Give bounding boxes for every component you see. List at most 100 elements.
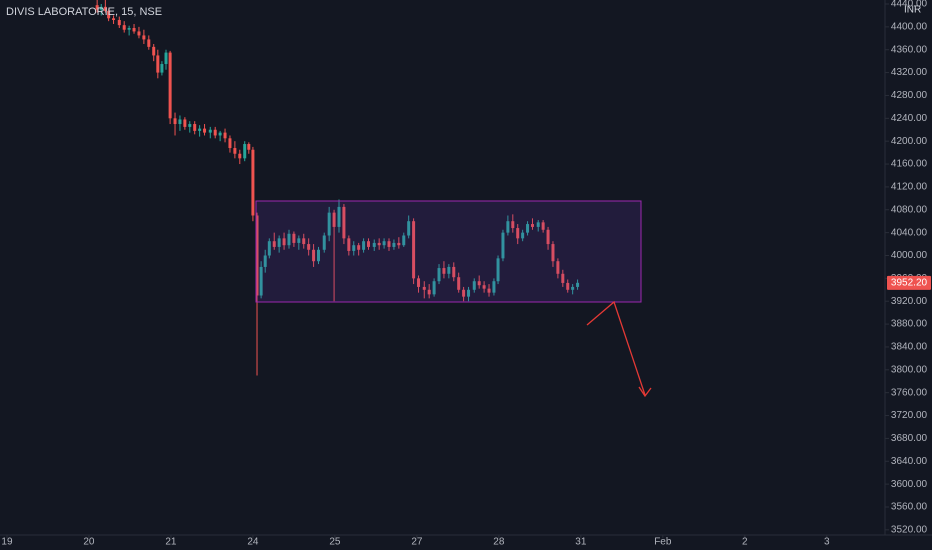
candle-body [536, 222, 540, 227]
y-tick-label: 4360.00 [891, 44, 928, 55]
candle-body [272, 241, 276, 247]
candle-body [292, 233, 296, 243]
y-tick-label: 4000.00 [891, 250, 928, 261]
candle-body [233, 148, 237, 154]
candle-body [457, 277, 461, 290]
candle-body [462, 289, 466, 297]
projection-arrow [586, 300, 646, 396]
last-price-marker [887, 275, 931, 290]
candle-body [427, 289, 431, 295]
candle-body [417, 278, 421, 287]
y-tick-label: 4080.00 [891, 204, 928, 215]
y-tick-label: 4200.00 [891, 136, 928, 147]
candle-body [347, 238, 351, 251]
candle-body [561, 273, 565, 283]
candle-body [472, 281, 476, 290]
y-tick-label: 3520.00 [891, 524, 928, 535]
candle-body [228, 138, 232, 149]
candle-body [452, 266, 456, 278]
candle-body [372, 242, 376, 247]
candle-body [302, 238, 306, 245]
candle-body [95, 5, 99, 10]
x-tick-label: 2 [742, 537, 748, 548]
candle-body [407, 221, 411, 236]
x-tick-label: 24 [247, 537, 259, 548]
candle-body [263, 255, 267, 267]
candle-body [482, 285, 486, 289]
candle-body [337, 206, 341, 227]
candle-body [198, 128, 202, 131]
candle-body [566, 282, 570, 290]
x-tick-label: 19 [1, 537, 13, 548]
plot-area [95, 0, 580, 376]
x-tick-label: 20 [83, 537, 95, 548]
candle-body [223, 132, 227, 139]
candle-body [156, 55, 160, 73]
candle-body [506, 221, 510, 233]
candle-body [107, 10, 111, 19]
candle-body [164, 52, 168, 65]
last-price-label: 3952.20 [891, 277, 928, 288]
chart-title: DIVIS LABORATORIE, 15, NSE [6, 6, 162, 18]
y-tick-label: 4040.00 [891, 227, 928, 238]
candle-body [218, 132, 222, 136]
candle-body [511, 221, 515, 229]
candle-body [203, 128, 207, 133]
arrow-head [638, 386, 652, 398]
y-tick-label: 4320.00 [891, 67, 928, 78]
candle-body [402, 235, 406, 246]
x-tick-label: 27 [411, 537, 423, 548]
y-tick-label: 4120.00 [891, 182, 928, 193]
y-tick-label: 4280.00 [891, 90, 928, 101]
candle-body [132, 28, 136, 32]
candle-body [127, 28, 131, 30]
range-box [255, 200, 642, 303]
candle-body [467, 289, 471, 297]
candle-body [477, 281, 481, 286]
candle-body [546, 229, 550, 245]
candle-body [152, 46, 156, 56]
x-tick-label: 31 [575, 537, 587, 548]
y-tick-label: 3720.00 [891, 410, 928, 421]
candle-body [541, 222, 545, 230]
candle-body [437, 268, 441, 282]
y-tick-label: 4440.00 [891, 0, 928, 10]
candle-body [526, 224, 530, 233]
candle-body [432, 281, 436, 295]
candle-body [142, 35, 146, 40]
candle-body [556, 261, 560, 274]
candle-body [112, 18, 116, 21]
candle-body [412, 221, 416, 279]
candle-body [496, 258, 500, 282]
candle-body [243, 144, 247, 159]
y-tick-label: 3640.00 [891, 456, 928, 467]
x-tick-label: 28 [493, 537, 505, 548]
candle-body [521, 232, 525, 239]
candle-body [377, 242, 381, 246]
candle-body [327, 212, 331, 236]
candle-body [516, 228, 520, 239]
x-tick-label: 21 [165, 537, 177, 548]
y-tick-label: 4240.00 [891, 113, 928, 124]
candle-body [387, 241, 391, 247]
candle-body [352, 245, 356, 251]
candle-body [576, 282, 580, 287]
candle-body [571, 286, 575, 290]
y-tick-label: 3920.00 [891, 296, 928, 307]
candle-body [382, 241, 386, 246]
candle-body [213, 129, 217, 136]
candle-body [193, 124, 197, 131]
candle-body [99, 6, 103, 10]
candle-body [168, 52, 172, 119]
candle-body [238, 153, 242, 159]
candle-body [530, 224, 534, 227]
candle-body [173, 118, 177, 125]
candle-body [312, 249, 316, 262]
y-tick-label: 4160.00 [891, 159, 928, 170]
candle-body [317, 249, 321, 262]
currency: INR [904, 5, 921, 16]
candle-body [342, 206, 346, 239]
